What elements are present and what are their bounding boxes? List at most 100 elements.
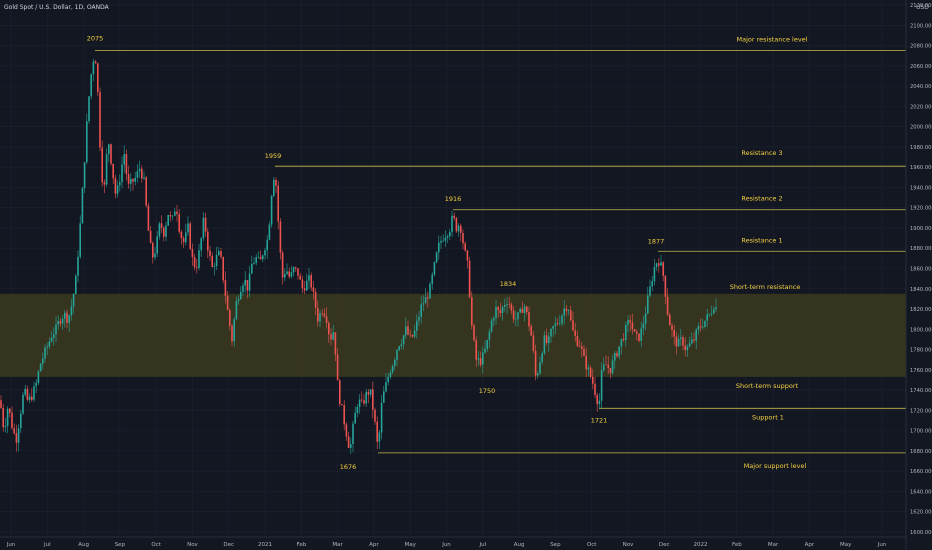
candle-body xyxy=(515,319,517,320)
candle-body xyxy=(484,349,486,353)
candle-body xyxy=(352,423,354,445)
candle-body xyxy=(442,240,444,242)
candle-body xyxy=(545,335,548,343)
candle-body xyxy=(303,288,306,291)
candle-body xyxy=(708,313,711,315)
candle-body xyxy=(675,336,678,347)
candle-body xyxy=(288,271,290,277)
candle-body xyxy=(658,263,660,266)
candle-body xyxy=(361,399,363,401)
candle-body xyxy=(61,318,64,324)
candle-body xyxy=(446,236,449,238)
candle-body xyxy=(295,267,297,269)
candle-body xyxy=(123,154,125,165)
candle-body xyxy=(13,428,15,434)
candle-body xyxy=(114,178,117,194)
candle-body xyxy=(541,353,543,363)
candle-body xyxy=(633,329,636,332)
candle-body xyxy=(343,405,345,425)
candle-body xyxy=(156,236,158,254)
candle-body xyxy=(539,362,541,374)
candle-body xyxy=(402,335,405,345)
time-tick-label: Mar xyxy=(332,542,343,548)
candle-body xyxy=(596,395,598,405)
candle-body xyxy=(405,326,407,336)
candle-body xyxy=(660,262,662,266)
candle-body xyxy=(462,233,464,244)
time-tick-label: Sep xyxy=(115,542,126,548)
price-tick-label: 1760.000 xyxy=(910,368,932,374)
candle-body xyxy=(310,275,312,288)
candle-body xyxy=(26,388,29,400)
candle-body xyxy=(530,326,532,336)
candle-body xyxy=(475,340,477,360)
candle-body xyxy=(314,291,317,308)
candle-body xyxy=(695,329,697,341)
candle-body xyxy=(152,243,154,258)
candle-body xyxy=(191,248,194,258)
candle-body xyxy=(286,271,288,275)
candle-body xyxy=(629,320,631,323)
candle-body xyxy=(576,336,579,346)
candle-body xyxy=(603,364,605,371)
candle-body xyxy=(682,337,684,346)
time-tick-label: Apr xyxy=(805,542,815,548)
candle-body xyxy=(433,262,436,275)
candle-body xyxy=(378,432,381,442)
candle-body xyxy=(391,365,394,373)
candle-body xyxy=(620,338,623,347)
time-tick-label: Dec xyxy=(223,542,234,548)
candle-body xyxy=(420,304,422,317)
level-label: Resistance 2 xyxy=(741,195,782,203)
candle-body xyxy=(180,231,183,239)
candle-body xyxy=(369,389,372,395)
candle-body xyxy=(55,324,57,335)
candle-body xyxy=(17,428,20,443)
candle-body xyxy=(578,345,581,347)
candle-body xyxy=(213,266,216,267)
candle-body xyxy=(565,308,568,311)
candle-body xyxy=(90,74,92,97)
candle-body xyxy=(101,147,103,183)
candle-body xyxy=(422,303,425,305)
candle-body xyxy=(255,257,257,263)
candle-body xyxy=(92,61,95,75)
candle-body xyxy=(471,297,473,326)
level-label: Resistance 3 xyxy=(741,149,782,157)
candle-body xyxy=(83,162,86,189)
candle-body xyxy=(306,280,308,291)
candle-body xyxy=(598,400,601,405)
candle-body xyxy=(297,268,299,276)
candle-body xyxy=(163,227,165,237)
candle-body xyxy=(11,412,13,429)
candle-body xyxy=(158,223,161,237)
candle-body xyxy=(127,174,130,184)
candle-body xyxy=(20,413,22,429)
candle-body xyxy=(389,372,392,377)
price-point-label: 1834 xyxy=(500,280,517,288)
candle-body xyxy=(706,314,708,321)
candle-body xyxy=(226,295,229,310)
time-tick-label: May xyxy=(840,542,852,548)
candle-body xyxy=(418,316,420,321)
candle-body xyxy=(240,291,242,300)
candle-body xyxy=(559,323,561,325)
chart-title: Gold Spot / U.S. Dollar, 1D, OANDA xyxy=(4,4,110,11)
candle-body xyxy=(488,331,491,340)
candle-body xyxy=(266,239,268,251)
candle-body xyxy=(332,332,334,340)
time-axis: Jun Jul Aug Sep Oct Nov Dec 2021 Feb Mar Apr May Jun… xyxy=(6,542,887,548)
candle-body xyxy=(237,299,240,301)
price-tick-label: 1800.000 xyxy=(910,327,932,333)
level-label: Short-term resistance xyxy=(730,283,801,291)
time-tick-label: Jun xyxy=(877,542,887,548)
zone-rect xyxy=(0,293,906,377)
candle-body xyxy=(673,330,675,337)
price-tick-label: 1820.000 xyxy=(910,307,932,313)
time-tick-label: Dec xyxy=(659,542,670,548)
candle-body xyxy=(108,144,110,155)
time-tick-label: Sep xyxy=(550,542,561,548)
candle-body xyxy=(532,335,535,351)
